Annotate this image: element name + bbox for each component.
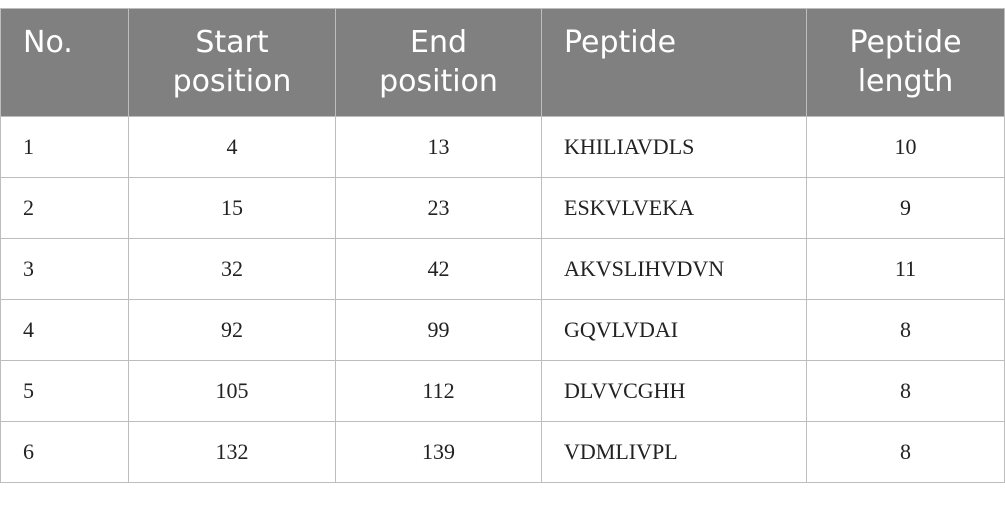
header-text: Peptide length bbox=[849, 25, 962, 99]
table-cell: 139 bbox=[335, 421, 542, 483]
table-cell: 5 bbox=[0, 360, 129, 422]
table-cell: 13 bbox=[335, 116, 542, 178]
table-cell: 1 bbox=[0, 116, 129, 178]
table-row: 2 15 23 ESKVLVEKA 9 bbox=[0, 177, 1005, 239]
header-row: No. Start position End position Peptide Pept… bbox=[0, 8, 1005, 117]
header-text: No. bbox=[23, 25, 73, 60]
table-cell: 11 bbox=[806, 238, 1005, 300]
header-text: Peptide bbox=[564, 25, 677, 60]
header-text: End position bbox=[379, 25, 498, 99]
table-cell: 8 bbox=[806, 299, 1005, 361]
table-cell: 6 bbox=[0, 421, 129, 483]
table-cell: GQVLVDAI bbox=[541, 299, 807, 361]
table-cell: 112 bbox=[335, 360, 542, 422]
table-cell: AKVSLIHVDVN bbox=[541, 238, 807, 300]
table-cell: 15 bbox=[128, 177, 336, 239]
table-cell: 4 bbox=[128, 116, 336, 178]
table-cell: 8 bbox=[806, 360, 1005, 422]
header-cell: No. bbox=[0, 8, 129, 117]
header-text: Start position bbox=[172, 25, 292, 99]
table-cell: 9 bbox=[806, 177, 1005, 239]
table-cell: 42 bbox=[335, 238, 542, 300]
header-cell: Peptide bbox=[541, 8, 807, 117]
table-cell: 10 bbox=[806, 116, 1005, 178]
table-body: 1 4 13 KHILIAVDLS 10 2 15 23 ESKVLVEKA 9 3 32 42 AKVS… bbox=[0, 116, 1005, 483]
table-cell: KHILIAVDLS bbox=[541, 116, 807, 178]
table-row: 4 92 99 GQVLVDAI 8 bbox=[0, 299, 1005, 361]
table-cell: 2 bbox=[0, 177, 129, 239]
table-row: 5 105 112 DLVVCGHH 8 bbox=[0, 360, 1005, 422]
peptide-table: No. Start position End position Peptide Pept… bbox=[0, 8, 1005, 483]
table-cell: VDMLIVPL bbox=[541, 421, 807, 483]
table-cell: 32 bbox=[128, 238, 336, 300]
table-row: 1 4 13 KHILIAVDLS 10 bbox=[0, 116, 1005, 178]
table-row: 6 132 139 VDMLIVPL 8 bbox=[0, 421, 1005, 483]
header-cell: Peptide length bbox=[806, 8, 1005, 117]
table-cell: DLVVCGHH bbox=[541, 360, 807, 422]
table-cell: 132 bbox=[128, 421, 336, 483]
table-cell: 8 bbox=[806, 421, 1005, 483]
table-cell: 23 bbox=[335, 177, 542, 239]
table-cell: 99 bbox=[335, 299, 542, 361]
table-cell: ESKVLVEKA bbox=[541, 177, 807, 239]
table-cell: 4 bbox=[0, 299, 129, 361]
table-cell: 3 bbox=[0, 238, 129, 300]
table-row: 3 32 42 AKVSLIHVDVN 11 bbox=[0, 238, 1005, 300]
header-cell: Start position bbox=[128, 8, 336, 117]
table-cell: 92 bbox=[128, 299, 336, 361]
table-cell: 105 bbox=[128, 360, 336, 422]
header-cell: End position bbox=[335, 8, 542, 117]
